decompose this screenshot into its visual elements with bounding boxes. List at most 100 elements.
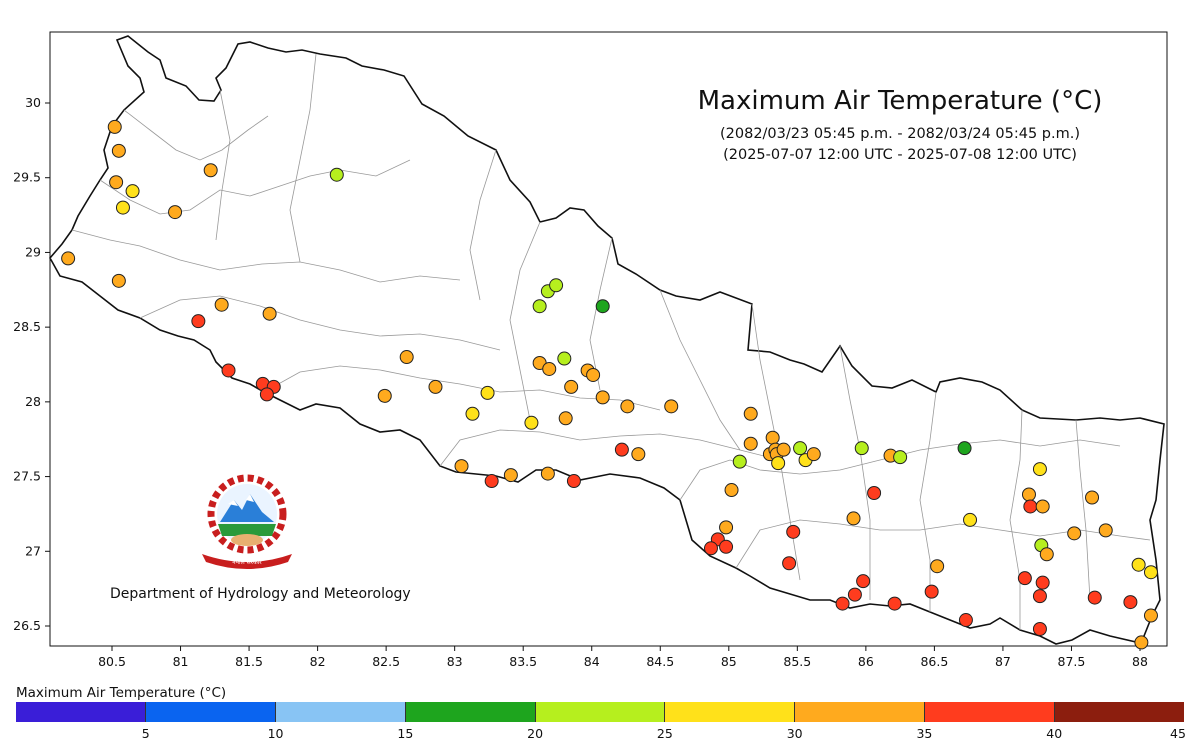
- station-marker[interactable]: [549, 278, 564, 293]
- station-marker[interactable]: [771, 456, 786, 471]
- station-marker[interactable]: [586, 367, 601, 382]
- x-tick-label: 87.5: [1058, 654, 1086, 669]
- station-marker[interactable]: [1017, 571, 1032, 586]
- station-marker[interactable]: [203, 163, 218, 178]
- station-marker[interactable]: [262, 306, 277, 321]
- station-marker[interactable]: [564, 379, 579, 394]
- color-bar-segment: [535, 702, 666, 722]
- station-marker[interactable]: [595, 299, 610, 314]
- station-marker[interactable]: [480, 385, 495, 400]
- station-marker[interactable]: [1143, 565, 1158, 580]
- stations-layer: [61, 119, 1158, 650]
- station-marker[interactable]: [620, 399, 635, 414]
- station-marker[interactable]: [793, 441, 808, 456]
- station-marker[interactable]: [1021, 487, 1036, 502]
- station-marker[interactable]: [1087, 590, 1102, 605]
- station-marker[interactable]: [1023, 499, 1038, 514]
- station-marker[interactable]: [399, 350, 414, 365]
- station-marker[interactable]: [168, 205, 183, 220]
- station-marker[interactable]: [963, 512, 978, 527]
- station-marker[interactable]: [221, 363, 236, 378]
- station-marker[interactable]: [664, 399, 679, 414]
- station-marker[interactable]: [111, 273, 126, 288]
- station-marker[interactable]: [259, 387, 274, 402]
- station-marker[interactable]: [1035, 575, 1050, 590]
- station-marker[interactable]: [540, 466, 555, 481]
- station-marker[interactable]: [846, 511, 861, 526]
- y-tick-label: 28.5: [13, 319, 41, 334]
- y-tick-label: 29.5: [13, 170, 41, 185]
- station-marker[interactable]: [765, 430, 780, 445]
- station-marker[interactable]: [1134, 635, 1149, 650]
- station-marker[interactable]: [1143, 608, 1158, 623]
- station-marker[interactable]: [1032, 589, 1047, 604]
- station-marker[interactable]: [125, 184, 140, 199]
- station-marker[interactable]: [109, 175, 124, 190]
- station-marker[interactable]: [724, 483, 739, 498]
- station-marker[interactable]: [930, 559, 945, 574]
- axes: 80.5 81 81.5 82 82.5 83 83.5 84 84.5 85 85.5 86 86.5…: [13, 95, 1148, 669]
- station-marker[interactable]: [428, 379, 443, 394]
- station-marker[interactable]: [782, 556, 797, 571]
- station-marker[interactable]: [854, 441, 869, 456]
- station-marker[interactable]: [835, 596, 850, 611]
- station-marker[interactable]: [107, 119, 122, 134]
- station-marker[interactable]: [377, 388, 392, 403]
- station-marker[interactable]: [329, 167, 344, 182]
- station-marker[interactable]: [743, 406, 758, 421]
- station-marker[interactable]: [1035, 499, 1050, 514]
- station-marker[interactable]: [558, 411, 573, 426]
- station-marker[interactable]: [542, 361, 557, 376]
- station-marker[interactable]: [867, 486, 882, 501]
- station-marker[interactable]: [957, 441, 972, 456]
- station-marker[interactable]: [703, 541, 718, 556]
- station-marker[interactable]: [61, 251, 76, 266]
- color-bar-segment: [405, 702, 536, 722]
- station-marker[interactable]: [1085, 490, 1100, 505]
- station-marker[interactable]: [958, 613, 973, 628]
- x-tick-label: 86: [858, 654, 874, 669]
- station-marker[interactable]: [566, 474, 581, 489]
- station-marker[interactable]: [786, 524, 801, 539]
- station-marker[interactable]: [465, 406, 480, 421]
- station-marker[interactable]: [524, 415, 539, 430]
- station-marker[interactable]: [776, 442, 791, 457]
- station-marker[interactable]: [1032, 462, 1047, 477]
- station-marker[interactable]: [847, 587, 862, 602]
- station-marker[interactable]: [1131, 557, 1146, 572]
- station-marker[interactable]: [1098, 523, 1113, 538]
- x-tick-label: 84.5: [646, 654, 674, 669]
- color-bar-segment: [1055, 702, 1185, 722]
- station-marker[interactable]: [887, 596, 902, 611]
- subtitle-nepali-date: (2082/03/23 05:45 p.m. - 2082/03/24 05:4…: [719, 126, 1080, 142]
- station-marker[interactable]: [893, 450, 908, 465]
- station-marker[interactable]: [532, 299, 547, 314]
- station-marker[interactable]: [454, 459, 469, 474]
- station-marker[interactable]: [115, 200, 130, 215]
- station-marker[interactable]: [1123, 595, 1138, 610]
- station-marker[interactable]: [743, 436, 758, 451]
- station-marker[interactable]: [1067, 526, 1082, 541]
- station-marker[interactable]: [503, 468, 518, 483]
- station-marker[interactable]: [1032, 621, 1047, 636]
- subtitle-utc-date: (2025-07-07 12:00 UTC - 2025-07-08 12:00…: [723, 147, 1077, 163]
- station-marker[interactable]: [214, 297, 229, 312]
- station-marker[interactable]: [595, 390, 610, 405]
- color-bar-tick-label: 40: [1046, 726, 1063, 741]
- station-marker[interactable]: [1039, 547, 1054, 562]
- station-marker[interactable]: [719, 520, 734, 535]
- station-marker[interactable]: [111, 143, 126, 158]
- station-marker[interactable]: [484, 474, 499, 489]
- station-marker[interactable]: [631, 447, 646, 462]
- station-marker[interactable]: [719, 539, 734, 554]
- station-marker[interactable]: [806, 447, 821, 462]
- station-marker[interactable]: [856, 574, 871, 589]
- station-marker[interactable]: [614, 442, 629, 457]
- station-marker[interactable]: [191, 314, 206, 329]
- station-marker[interactable]: [732, 454, 747, 469]
- station-marker[interactable]: [557, 351, 572, 366]
- station-marker[interactable]: [924, 584, 939, 599]
- x-tick-label: 82.5: [372, 654, 400, 669]
- color-bar-tick-label: 45: [1170, 726, 1186, 741]
- y-tick-label: 26.5: [13, 618, 41, 633]
